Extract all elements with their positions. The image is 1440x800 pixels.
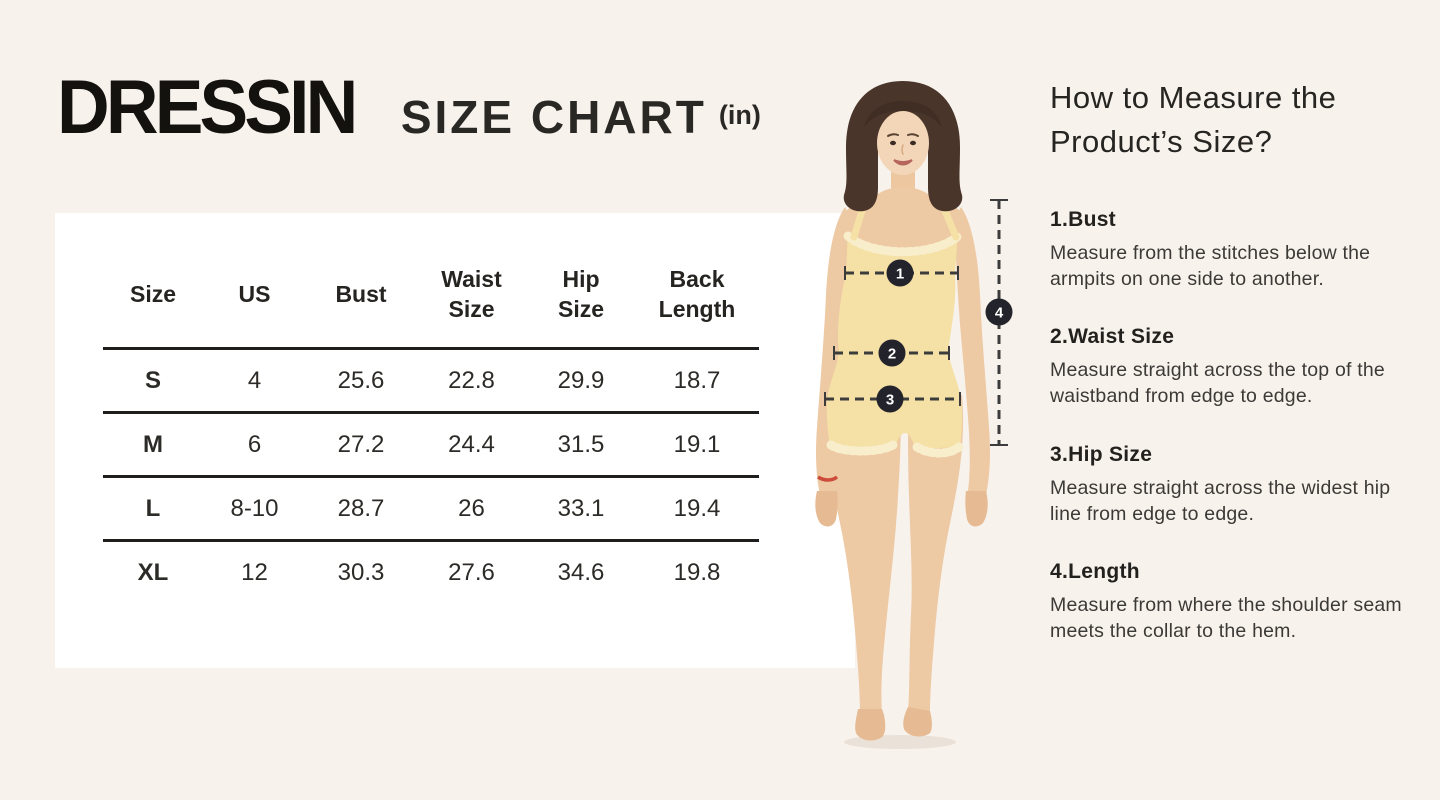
cell-back-length: 19.1: [635, 412, 759, 478]
col-header-bust: Bust: [306, 243, 416, 350]
table-header-row: Size US Bust Waist Size Hip Size Back Le…: [103, 243, 759, 350]
cell-waist: 27.6: [448, 558, 495, 586]
left-eyebrow: [887, 133, 899, 137]
guide-section-text: Measure from the stitches below the armp…: [1050, 242, 1371, 291]
right-foot-shape: [903, 707, 932, 737]
table-row-l: L 8-10 28.7 26 33.1 19.4: [103, 476, 759, 542]
col-header-back-length: Back Length: [635, 243, 759, 350]
right-arm-shape: [954, 207, 990, 495]
left-hem-lace: [826, 440, 898, 456]
marker-length-circle: [985, 298, 1013, 326]
marker-bust-label: 1: [896, 266, 904, 283]
cell-hip: 29.9: [527, 348, 635, 414]
cell-bust: 27.2: [306, 412, 416, 478]
col-header-hip: Hip Size: [527, 243, 635, 350]
page-header: DRESSIN SIZE CHART (in): [57, 70, 761, 146]
cell-us: 4: [203, 348, 306, 414]
wrist-bracelet: [817, 475, 839, 482]
cell-back-length: 19.8: [673, 558, 721, 586]
col-header-waist: Waist Size: [416, 243, 527, 350]
unit-label: (in): [718, 100, 761, 130]
guide-section-title: 1.Bust: [1050, 208, 1116, 232]
marker-length-label: 4: [995, 305, 1004, 322]
page-title: SIZE CHART: [400, 91, 707, 143]
guide-section-text: Measure straight across the top of the w…: [1050, 359, 1385, 408]
marker-bust-circle: [886, 259, 914, 287]
size-table-card: Size US Bust Waist Size Hip Size Back Le…: [55, 213, 855, 668]
smile: [893, 159, 913, 166]
cell-size: M: [103, 412, 203, 478]
cell-us: 8-10: [203, 476, 306, 542]
table-row-xl: XL 12 30.3 27.6 34.6 19.8: [103, 541, 759, 604]
table-row-m: M 6 27.2 24.4 31.5 19.1: [103, 412, 759, 478]
cell-back-length: 18.7: [635, 348, 759, 414]
guide-section-length: 4.Length Measure from where the shoulder…: [1050, 560, 1405, 644]
guide-section-text: Measure from where the shoulder seam mee…: [1050, 593, 1402, 642]
face-shape: [877, 111, 929, 175]
marker-hip-label: 3: [886, 392, 894, 409]
cell-size: L: [103, 476, 203, 542]
hair-fringe: [864, 101, 942, 127]
guide-section-hip: 3.Hip Size Measure straight across the w…: [1050, 443, 1405, 527]
size-table: Size US Bust Waist Size Hip Size Back Le…: [103, 243, 759, 603]
guide-section-bust: 1.Bust Measure from the stitches below t…: [1050, 208, 1405, 292]
guide-section-text: Measure straight across the widest hip l…: [1050, 476, 1391, 525]
col-header-size: Size: [103, 243, 203, 350]
left-hand-shape: [815, 491, 838, 527]
right-hem-lace: [912, 442, 964, 458]
cell-bust: 25.6: [306, 348, 416, 414]
model-figure: 1 2 3 4: [790, 55, 1050, 765]
model-photo: 1 2 3 4: [815, 81, 1013, 749]
cell-waist: 24.4: [416, 412, 527, 478]
guide-section-title: 3.Hip Size: [1050, 442, 1153, 466]
col-header-us: US: [203, 243, 306, 350]
right-eyebrow: [907, 133, 919, 137]
cell-size: S: [103, 348, 203, 414]
cell-us: 6: [203, 412, 306, 478]
cell-hip: 34.6: [557, 558, 605, 586]
cell-hip: 31.5: [527, 412, 635, 478]
left-foot-shape: [855, 709, 886, 741]
guide-section-waist: 2.Waist Size Measure straight across the…: [1050, 325, 1405, 409]
nose-line: [901, 144, 904, 155]
guide-section-title: 4.Length: [1050, 559, 1140, 583]
cell-size: XL: [137, 558, 169, 586]
neckline-lace: [843, 231, 963, 257]
measure-guide: How to Measure the Product’s Size? 1.Bus…: [1050, 76, 1405, 677]
measurement-markers: 1 2 3 4: [876, 259, 1013, 413]
right-leg-shape: [908, 395, 964, 713]
cell-waist: 26: [416, 476, 527, 542]
right-hand-shape: [965, 491, 988, 527]
cell-waist: 22.8: [416, 348, 527, 414]
left-eye: [890, 140, 896, 146]
table-row-s: S 4 25.6 22.8 29.9 18.7: [103, 348, 759, 414]
guide-section-title: 2.Waist Size: [1050, 325, 1175, 349]
cell-us: 12: [241, 558, 268, 586]
cell-back-length: 19.4: [635, 476, 759, 542]
right-eye: [910, 140, 916, 146]
cell-hip: 33.1: [527, 476, 635, 542]
marker-waist-circle: [878, 339, 906, 367]
cell-bust: 28.7: [306, 476, 416, 542]
cell-bust: 30.3: [337, 558, 385, 586]
left-leg-shape: [826, 395, 901, 713]
brand-logo: DRESSIN: [57, 65, 358, 150]
marker-waist-label: 2: [888, 346, 896, 363]
marker-hip-circle: [876, 385, 904, 413]
guide-heading: How to Measure the Product’s Size?: [1050, 80, 1337, 160]
